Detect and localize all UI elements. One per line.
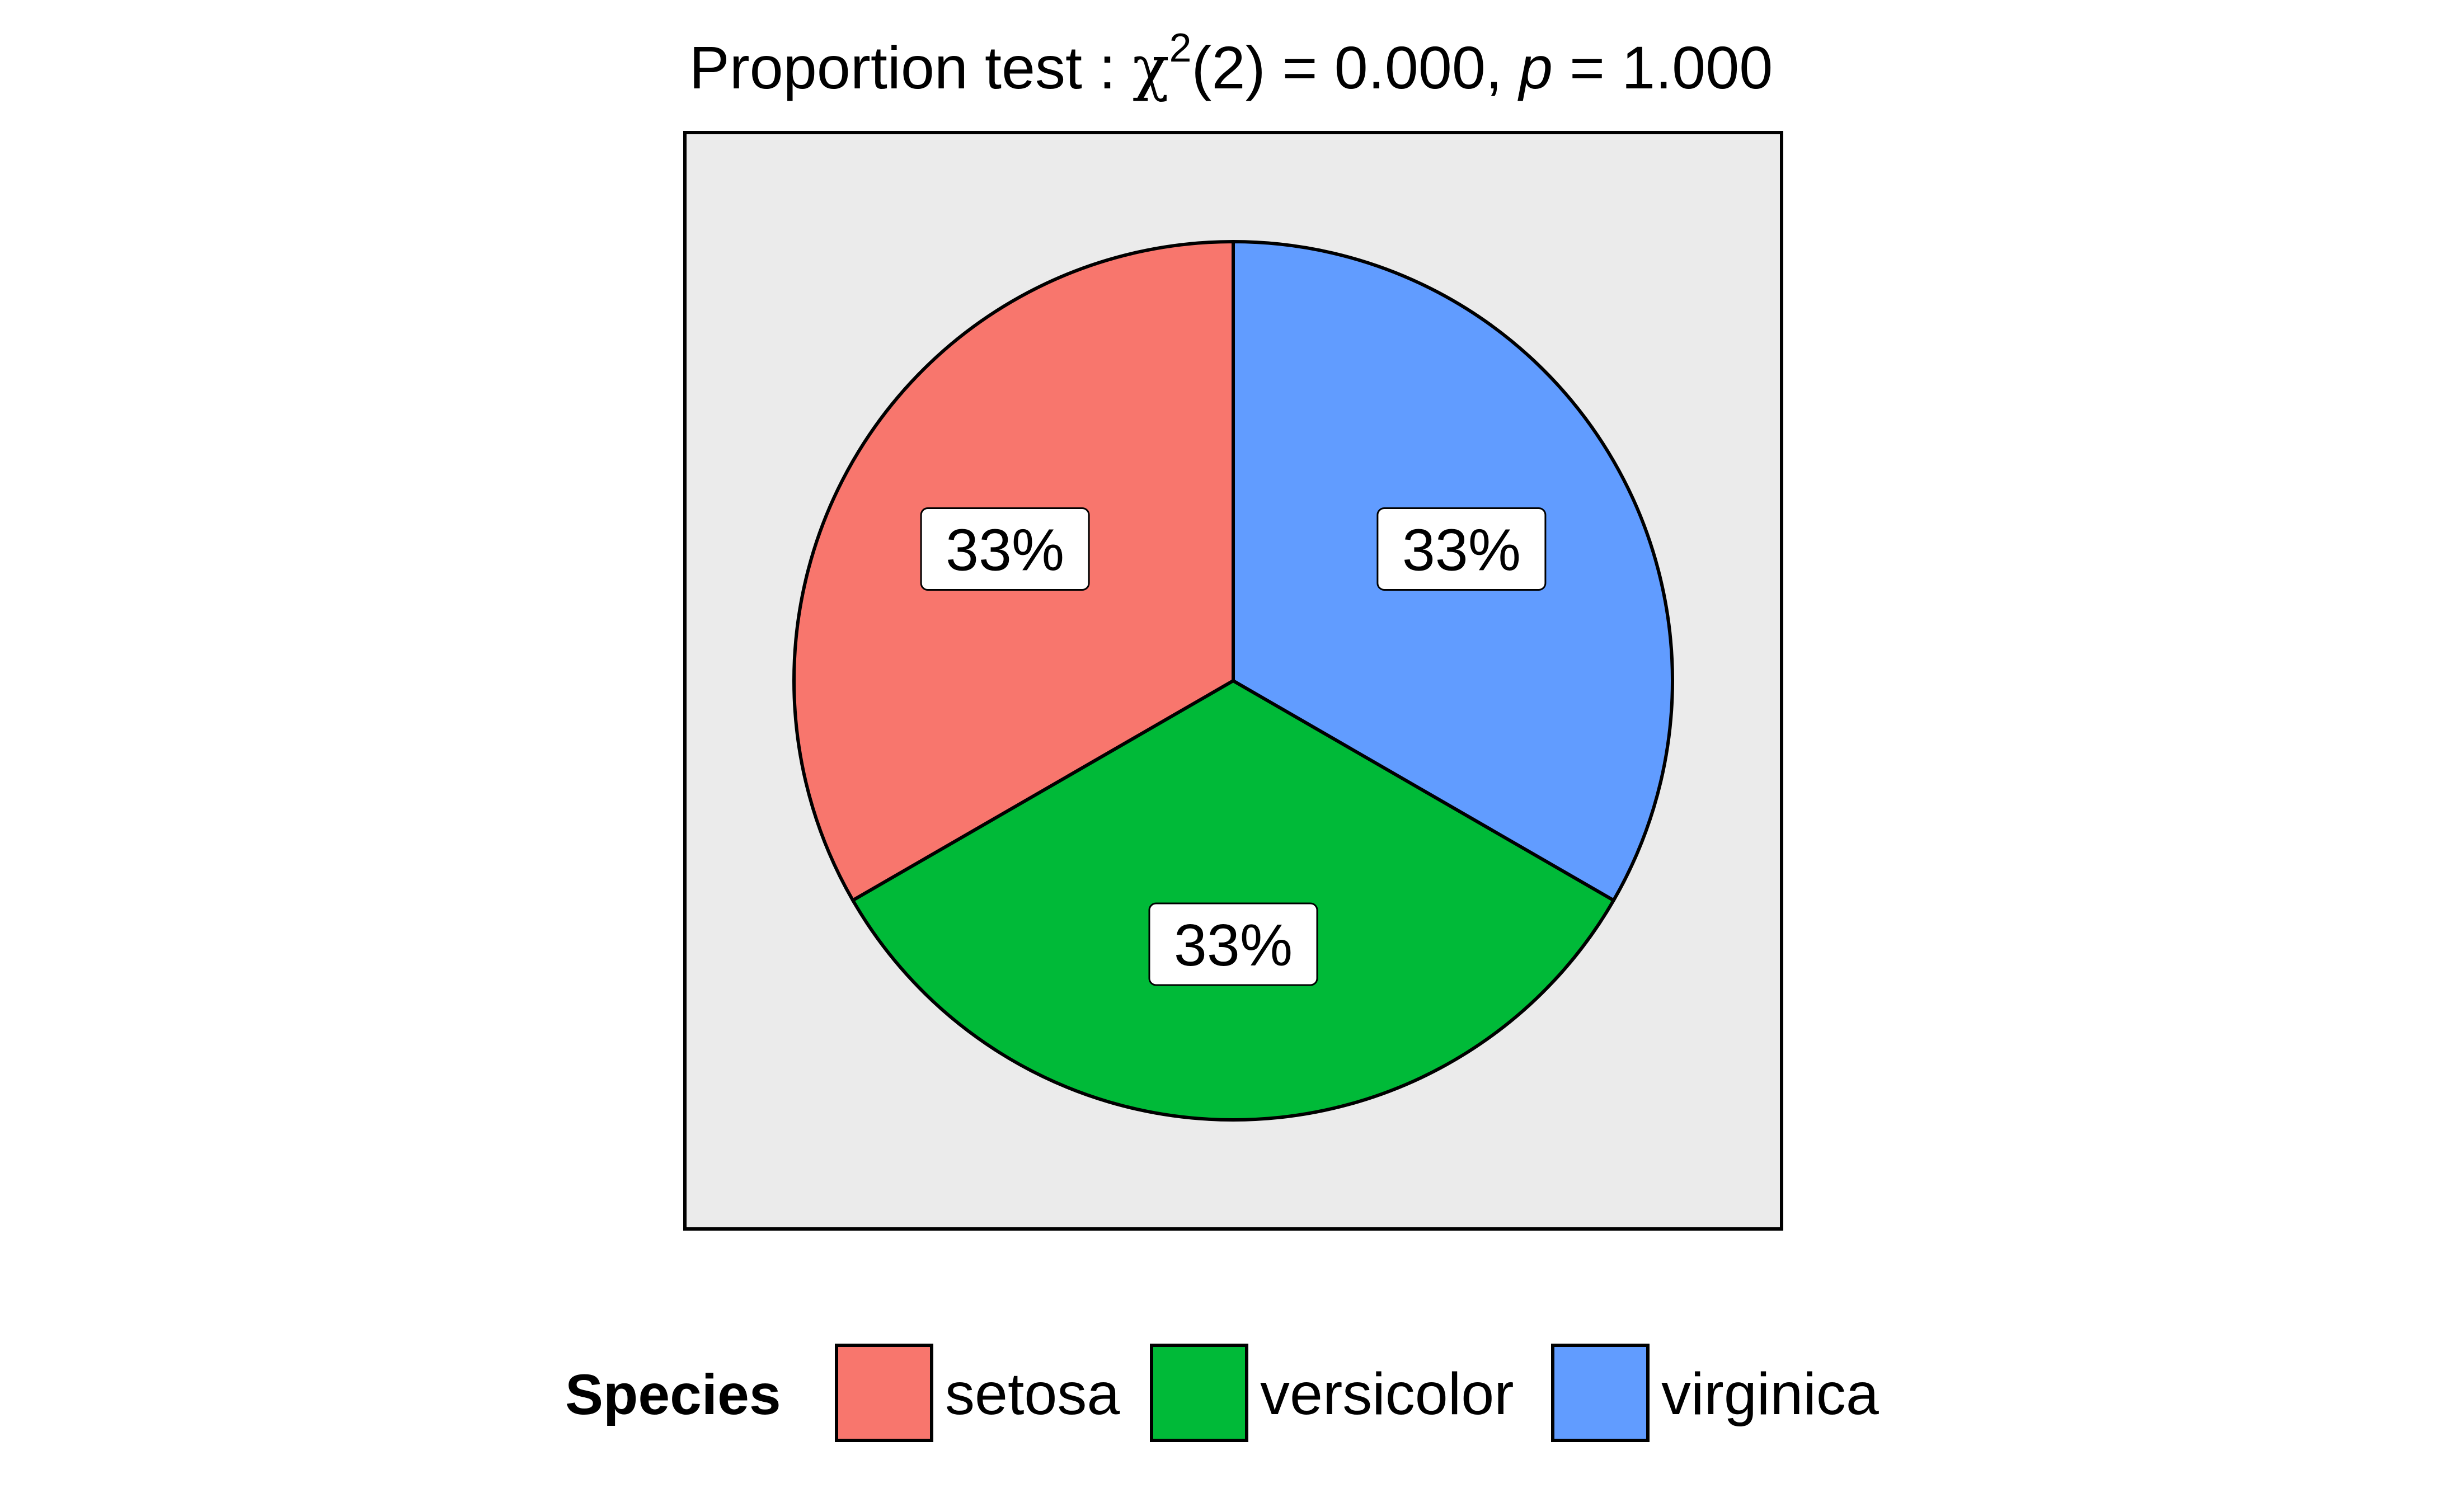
pie-slice-versicolor [851, 679, 1615, 1122]
title-chi-superscript: 2 [1169, 26, 1192, 70]
legend-key-versicolor [1150, 1344, 1248, 1442]
legend-key-setosa [835, 1344, 933, 1442]
legend-key-virginica [1551, 1344, 1650, 1442]
slice-label-virginica: 33% [1376, 507, 1547, 591]
legend-title: Species [565, 1363, 781, 1426]
title-stat-df: (2) = 0.000, [1192, 34, 1519, 101]
slice-label-text: 33% [1402, 517, 1521, 583]
slice-label-box [1376, 507, 1547, 591]
legend-label-virginica: virginica [1661, 1361, 1879, 1427]
title-p-symbol: p [1517, 34, 1553, 101]
slice-label-box [920, 507, 1090, 591]
slice-labels: 33% 33% 33% [920, 507, 1547, 986]
legend-label-setosa: setosa [945, 1361, 1120, 1427]
slice-label-text: 33% [1174, 912, 1293, 978]
slice-label-text: 33% [946, 517, 1064, 583]
chart-title: Proportion test : χ2(2) = 0.000, p = 1.0… [689, 26, 1773, 103]
pie-slices [792, 240, 1674, 1122]
title-chi-symbol: χ [1133, 33, 1169, 103]
slice-label-versicolor: 33% [1148, 902, 1318, 986]
legend: Species setosa versicolor virginica [565, 1344, 1879, 1442]
slice-label-setosa: 33% [920, 507, 1090, 591]
slice-label-box [1148, 902, 1318, 986]
title-p-value: = 1.000 [1553, 34, 1773, 101]
legend-label-versicolor: versicolor [1260, 1361, 1514, 1427]
title-prefix: Proportion test : [689, 34, 1133, 101]
